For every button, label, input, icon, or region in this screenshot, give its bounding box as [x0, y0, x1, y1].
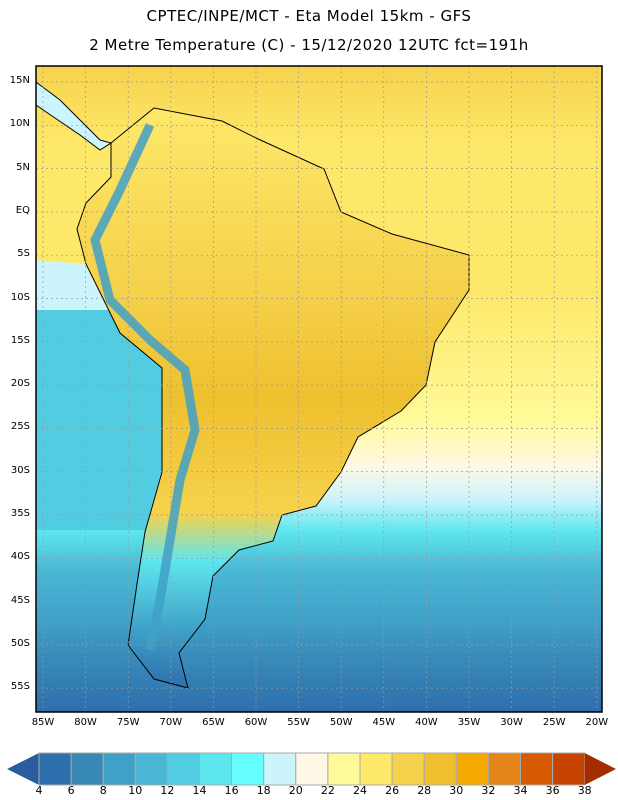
title-variable: 2 Metre Temperature (C) - 15/12/2020 12U…	[89, 36, 529, 54]
colorbar-swatch	[102, 752, 136, 786]
colorbar-label: 14	[192, 784, 207, 797]
map-frame	[35, 65, 603, 713]
latitude-label: 15N	[9, 75, 30, 86]
longitude-label: 25W	[542, 717, 566, 728]
colorbar-label: 8	[99, 784, 107, 797]
central-america	[35, 81, 113, 151]
colorbar-swatch	[455, 752, 489, 786]
south-america	[76, 107, 470, 689]
latitude-label: 5S	[17, 248, 30, 260]
colorbar-label: 26	[385, 784, 400, 797]
colorbar-swatch	[391, 752, 425, 786]
longitude-label: 45W	[372, 717, 396, 728]
colorbar-swatch	[70, 752, 104, 786]
latitude-label: EQ	[15, 204, 30, 216]
gridlines	[36, 66, 602, 712]
colorbar-label: 18	[256, 784, 271, 797]
colorbar-swatch	[38, 752, 72, 786]
longitude-label: 60W	[244, 717, 268, 728]
longitude-label: 65W	[202, 717, 225, 728]
colorbar-label: 6	[67, 784, 75, 797]
longitude-label: 85W	[31, 717, 55, 728]
colorbar-swatch	[327, 752, 361, 786]
colorbar-label: 12	[160, 784, 175, 797]
colorbar-label: 36	[545, 784, 560, 797]
colorbar-swatch	[199, 752, 233, 786]
longitude-label: 55W	[287, 717, 310, 728]
longitude-label: 50W	[329, 717, 353, 728]
colorbar-label: 32	[481, 784, 496, 797]
colorbar-label: 24	[353, 784, 367, 797]
colorbar-swatch	[487, 752, 521, 786]
colorbar-label: 4	[35, 784, 43, 797]
longitude-label: 35W	[457, 717, 481, 728]
andes-cold-strip	[90, 123, 200, 651]
colorbar-swatch	[520, 752, 554, 786]
colorbar-swatch	[263, 752, 297, 786]
pacific-cool-region	[36, 310, 162, 530]
colorbar-above-arrow	[584, 753, 616, 785]
longitude-label: 20W	[585, 717, 609, 728]
colorbar-swatch	[231, 752, 265, 786]
latitude-label: 50S	[10, 637, 30, 649]
latitude-label: 20S	[10, 378, 30, 390]
latitude-label: 45S	[10, 594, 30, 606]
longitude-label: 70W	[159, 717, 183, 728]
longitude-label: 80W	[74, 717, 97, 728]
latitude-label: 55S	[10, 681, 30, 693]
colorbar	[7, 752, 616, 786]
colorbar-label: 38	[577, 784, 592, 797]
colorbar-label: 30	[449, 784, 464, 797]
latitude-label: 35S	[10, 508, 30, 519]
colorbar-below-arrow	[7, 753, 39, 785]
longitude-label: 30W	[500, 717, 523, 728]
colorbar-label: 16	[224, 784, 239, 797]
latitude-label: 40S	[10, 551, 30, 563]
longitude-label: 75W	[116, 717, 140, 728]
latitude-label: 30S	[10, 464, 30, 476]
colorbar-swatch	[134, 752, 168, 786]
title-source: CPTEC/INPE/MCT - Eta Model 15km - GFS	[146, 7, 472, 25]
colorbar-label: 10	[128, 784, 143, 797]
latitude-label: 10N	[9, 118, 30, 130]
colorbar-label: 34	[513, 784, 528, 797]
latitude-label: 15S	[10, 334, 30, 346]
colorbar-label: 22	[320, 784, 335, 797]
latitude-label: 5N	[16, 161, 30, 173]
colorbar-label: 28	[417, 784, 432, 797]
colorbar-swatch	[295, 752, 329, 786]
longitude-label: 40W	[415, 717, 438, 728]
colorbar-swatch	[166, 752, 200, 786]
colorbar-swatch	[423, 752, 457, 786]
colorbar-swatch	[552, 752, 586, 786]
latitude-label: 25S	[10, 421, 30, 433]
latitude-label: 10S	[10, 291, 30, 303]
colorbar-swatch	[359, 752, 393, 786]
colorbar-label: 20	[288, 784, 303, 797]
